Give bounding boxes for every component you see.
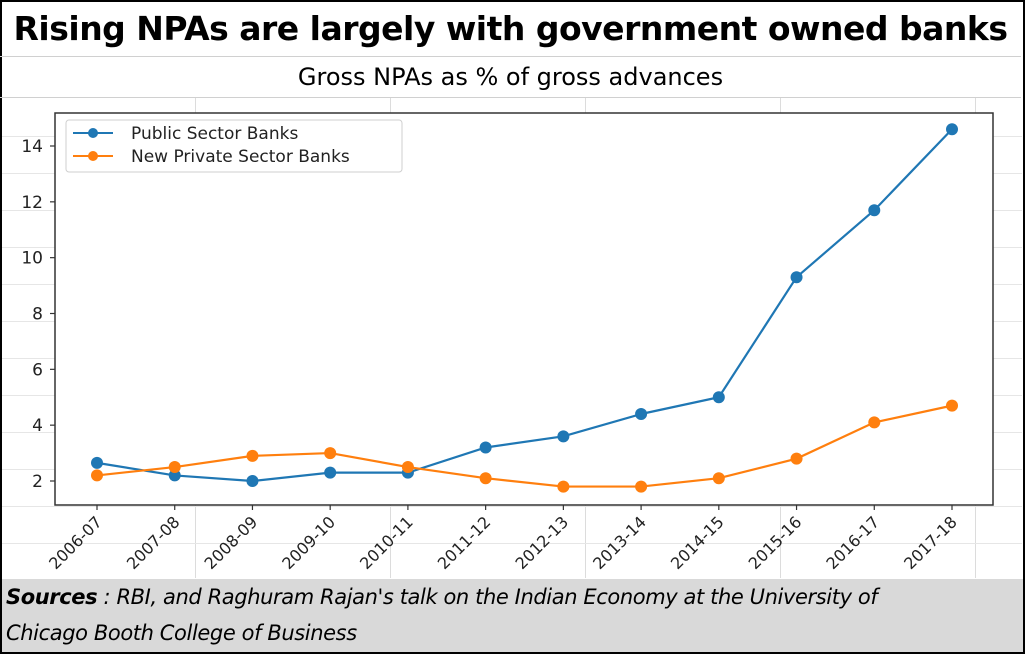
chart-subtitle: Gross NPAs as % of gross advances bbox=[0, 57, 1021, 98]
legend: Public Sector Banks New Private Sector B… bbox=[65, 119, 403, 173]
data-point bbox=[635, 408, 648, 420]
x-tick-label: 2010-11 bbox=[356, 512, 417, 573]
data-point bbox=[712, 472, 725, 485]
series-lines bbox=[91, 123, 958, 493]
sources-line-2: Chicago Booth College of Business bbox=[6, 621, 357, 645]
data-point bbox=[557, 480, 570, 493]
sources-label: Sources bbox=[6, 585, 98, 609]
series-line bbox=[96, 404, 953, 488]
y-tick-label: 12 bbox=[21, 193, 43, 213]
x-tick-label: 2014-15 bbox=[667, 512, 728, 573]
legend-label-private: New Private Sector Banks bbox=[131, 147, 350, 167]
x-tick-label: 2007-08 bbox=[123, 512, 184, 573]
data-point bbox=[91, 456, 103, 469]
series-new-private-sector-banks bbox=[91, 399, 958, 493]
series-line bbox=[96, 128, 953, 483]
x-tick-label: 2016-17 bbox=[822, 512, 883, 573]
data-point bbox=[324, 447, 337, 460]
data-point bbox=[91, 469, 103, 482]
data-point bbox=[868, 204, 881, 217]
data-point bbox=[246, 449, 259, 462]
data-point bbox=[324, 466, 337, 479]
y-tick-label: 14 bbox=[21, 137, 43, 157]
y-tick-label: 2 bbox=[32, 472, 43, 492]
data-point bbox=[790, 452, 803, 465]
x-tick-label: 2013-14 bbox=[589, 512, 650, 573]
page-title: Rising NPAs are largely with government … bbox=[0, 0, 1021, 57]
y-tick-label: 6 bbox=[32, 360, 43, 380]
data-point bbox=[401, 461, 414, 474]
data-point bbox=[946, 123, 958, 136]
data-point bbox=[946, 399, 958, 412]
y-tick-label: 10 bbox=[21, 249, 43, 269]
legend-marker-private bbox=[88, 151, 98, 161]
data-point bbox=[712, 391, 725, 404]
data-point bbox=[479, 441, 492, 454]
x-tick-label: 2009-10 bbox=[278, 512, 339, 573]
x-axis-ticks: 2006-07 2007-08 2008-09 2009-10 2010-11 2011-… bbox=[45, 505, 961, 573]
sources-text: : RBI, and Raghuram Rajan's talk on the … bbox=[97, 585, 878, 609]
data-point bbox=[168, 469, 181, 482]
data-point bbox=[635, 480, 648, 493]
legend-label-public: Public Sector Banks bbox=[131, 124, 298, 144]
grid-row-line bbox=[2, 506, 1022, 507]
data-point bbox=[246, 475, 259, 487]
data-point bbox=[479, 472, 492, 485]
data-point bbox=[790, 271, 803, 284]
legend-marker-public bbox=[88, 128, 98, 138]
x-tick-label: 2015-16 bbox=[745, 512, 806, 573]
grid-row-line bbox=[2, 543, 1022, 544]
x-tick-label: 2008-09 bbox=[201, 512, 262, 573]
x-tick-label: 2006-07 bbox=[45, 512, 106, 573]
y-tick-label: 8 bbox=[32, 305, 43, 325]
data-point bbox=[868, 416, 881, 429]
sources-footer: Sources : RBI, and Raghuram Rajan's talk… bbox=[2, 579, 1023, 652]
legend-box bbox=[65, 119, 403, 173]
data-point bbox=[557, 430, 570, 443]
y-axis-ticks: 2 4 6 8 10 12 14 bbox=[21, 137, 55, 492]
x-tick-label: 2017-18 bbox=[900, 512, 961, 573]
y-tick-label: 4 bbox=[32, 416, 43, 436]
x-tick-label: 2012-13 bbox=[511, 512, 572, 573]
sources-line-1: Sources : RBI, and Raghuram Rajan's talk… bbox=[6, 579, 1023, 615]
x-tick-label: 2011-12 bbox=[434, 512, 495, 573]
data-point bbox=[168, 461, 181, 474]
